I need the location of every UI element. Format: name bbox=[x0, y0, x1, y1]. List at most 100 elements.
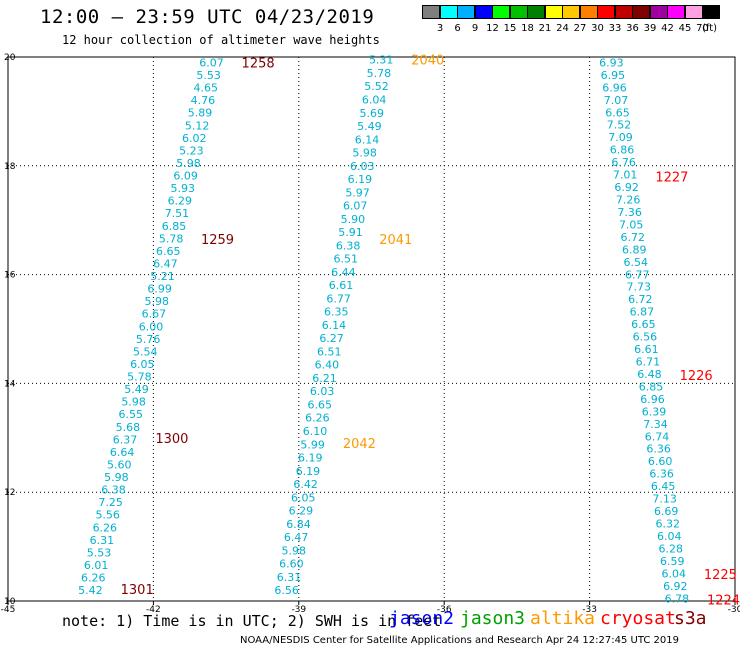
swh-value: 6.93 bbox=[599, 56, 624, 69]
x-tick-label: -36 bbox=[437, 605, 452, 615]
legend-jason3: jason3 bbox=[460, 608, 526, 629]
swh-value: 5.53 bbox=[87, 546, 112, 559]
swh-value: 6.61 bbox=[634, 343, 659, 356]
swh-value: 6.99 bbox=[147, 283, 172, 296]
swh-value: 6.60 bbox=[648, 455, 673, 468]
legend-label: 27 bbox=[573, 23, 587, 34]
swh-value: 6.51 bbox=[317, 345, 342, 358]
legend-label: 24 bbox=[556, 23, 569, 34]
swh-value: 6.64 bbox=[110, 446, 135, 459]
swh-value: 6.95 bbox=[601, 69, 626, 82]
legend-jason2: jason2 bbox=[389, 608, 455, 629]
swh-value: 5.49 bbox=[124, 383, 149, 396]
time-label: 1301 bbox=[121, 583, 154, 598]
time-label: 2042 bbox=[343, 437, 376, 452]
swh-value: 5.52 bbox=[364, 80, 389, 93]
x-tick-label: -39 bbox=[291, 605, 306, 615]
swh-value: 6.31 bbox=[277, 571, 302, 584]
swh-value: 6.27 bbox=[319, 332, 344, 345]
legend-label: 45 bbox=[678, 23, 692, 34]
swh-value: 6.92 bbox=[663, 580, 688, 593]
swh-value: 5.53 bbox=[196, 69, 221, 82]
swh-value: 5.98 bbox=[352, 147, 377, 160]
swh-value: 6.71 bbox=[636, 356, 661, 369]
swh-value: 6.65 bbox=[308, 398, 333, 411]
swh-value: 6.19 bbox=[348, 173, 373, 186]
swh-value: 6.86 bbox=[610, 144, 635, 157]
x-tick-label: -30 bbox=[728, 605, 740, 615]
swh-value: 6.03 bbox=[310, 385, 335, 398]
swh-value: 6.35 bbox=[324, 306, 349, 319]
swh-value: 6.37 bbox=[113, 433, 138, 446]
swh-value: 6.38 bbox=[336, 239, 361, 252]
legend-label: 12 bbox=[486, 23, 499, 34]
swh-value: 6.26 bbox=[305, 412, 330, 425]
swh-value: 5.97 bbox=[345, 186, 370, 199]
x-tick-label: -33 bbox=[582, 605, 597, 615]
swh-value: 6.65 bbox=[631, 318, 656, 331]
swh-value: 5.91 bbox=[338, 226, 363, 239]
swh-value: 7.26 bbox=[616, 194, 641, 207]
swh-value: 6.07 bbox=[343, 200, 368, 213]
swh-value: 5.60 bbox=[107, 458, 132, 471]
swh-value: 7.09 bbox=[608, 131, 633, 144]
time-label: 1258 bbox=[242, 56, 275, 71]
swh-value: 6.14 bbox=[322, 319, 347, 332]
swh-value: 6.29 bbox=[168, 195, 193, 208]
time-label: 1259 bbox=[201, 233, 234, 248]
swh-value: 6.74 bbox=[645, 430, 670, 443]
swh-value: 6.21 bbox=[312, 372, 337, 385]
swh-value: 6.03 bbox=[350, 160, 375, 173]
swh-value: 5.21 bbox=[150, 270, 175, 283]
swh-value: 5.31 bbox=[369, 54, 394, 67]
legend-label: 18 bbox=[521, 23, 534, 34]
y-tick-label: 16 bbox=[4, 271, 16, 281]
credit-footer: NOAA/NESDIS Center for Satellite Applica… bbox=[240, 635, 679, 646]
swh-value: 6.96 bbox=[602, 81, 627, 94]
time-label: 1226 bbox=[680, 369, 713, 384]
swh-value: 6.61 bbox=[329, 279, 354, 292]
swh-value: 6.00 bbox=[139, 320, 164, 333]
swh-value: 5.23 bbox=[179, 144, 204, 157]
swh-value: 5.90 bbox=[341, 213, 366, 226]
page-subtitle: 12 hour collection of altimeter wave hei… bbox=[62, 33, 380, 47]
legend-label: 15 bbox=[503, 23, 517, 34]
legend-label: 9 bbox=[471, 23, 479, 34]
swh-value: 5.98 bbox=[121, 396, 146, 409]
y-tick-label: 10 bbox=[4, 597, 16, 607]
x-tick-label: -42 bbox=[146, 605, 161, 615]
swh-value: 6.31 bbox=[90, 534, 115, 547]
swh-value: 6.09 bbox=[173, 170, 198, 183]
swh-value: 6.04 bbox=[362, 94, 387, 107]
swh-value: 7.25 bbox=[98, 496, 123, 509]
y-tick-label: 20 bbox=[4, 53, 16, 63]
swh-value: 7.52 bbox=[607, 119, 632, 132]
time-label: 1300 bbox=[155, 432, 188, 447]
swh-value: 6.65 bbox=[605, 106, 630, 119]
swh-value: 6.04 bbox=[657, 530, 682, 543]
swh-value: 6.56 bbox=[633, 331, 658, 344]
time-label: 1225 bbox=[704, 568, 737, 583]
swh-value: 5.12 bbox=[185, 119, 210, 132]
swh-value: 6.85 bbox=[639, 380, 664, 393]
swh-value: 6.84 bbox=[286, 518, 311, 531]
legend-label: 70 bbox=[696, 23, 709, 34]
swh-value: 6.69 bbox=[654, 505, 679, 518]
swh-value: 7.05 bbox=[619, 218, 644, 231]
legend-label: 30 bbox=[591, 23, 604, 34]
swh-value: 5.76 bbox=[136, 333, 161, 346]
swh-value: 6.28 bbox=[659, 542, 684, 555]
swh-value: 5.42 bbox=[78, 584, 103, 597]
time-label: 2040 bbox=[411, 54, 444, 69]
swh-value: 6.26 bbox=[93, 521, 118, 534]
swh-value: 6.14 bbox=[355, 133, 380, 146]
y-tick-label: 12 bbox=[4, 488, 15, 498]
swh-value: 7.13 bbox=[652, 493, 677, 506]
swh-value: 6.01 bbox=[84, 559, 109, 572]
swh-value: 6.45 bbox=[651, 480, 676, 493]
swh-value: 5.68 bbox=[116, 421, 141, 434]
swh-value: 6.26 bbox=[81, 572, 106, 585]
swh-value: 5.78 bbox=[159, 232, 184, 245]
swh-value: 6.85 bbox=[162, 220, 187, 233]
legend-cryosat: cryosat bbox=[600, 608, 676, 629]
